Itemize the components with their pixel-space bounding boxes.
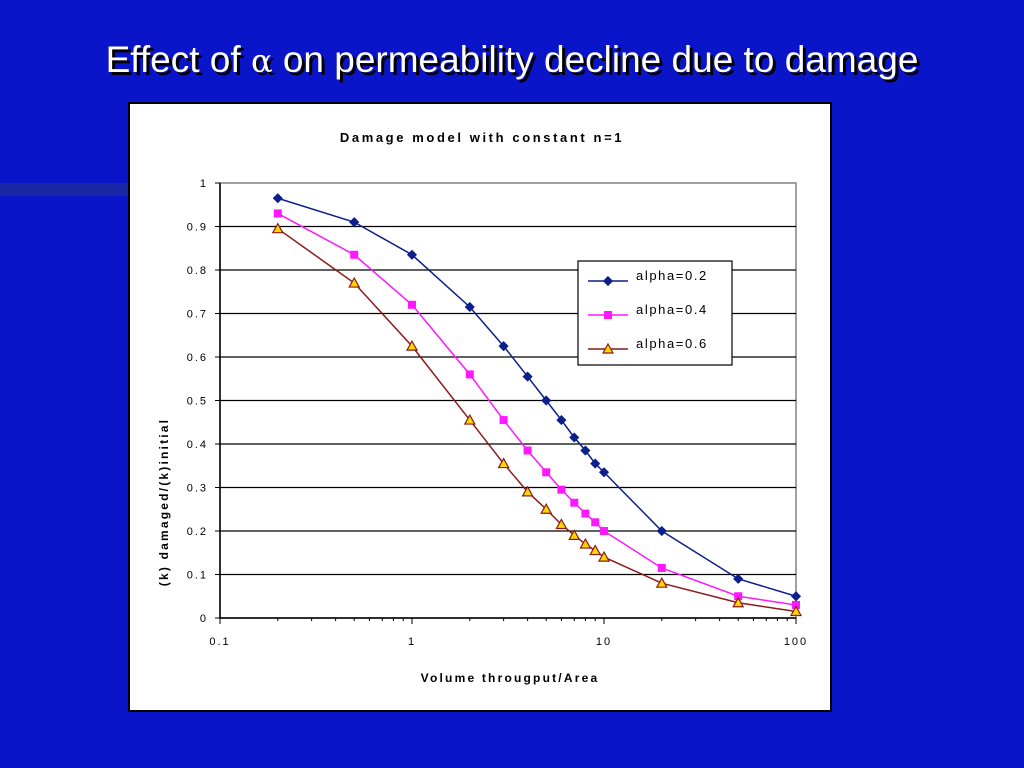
- legend-label: alpha=0.2: [636, 268, 708, 283]
- legend-item: alpha=0.2: [588, 268, 708, 287]
- data-point-triangle: [601, 342, 615, 354]
- y-tick-label: 0: [200, 613, 208, 625]
- data-point-triangle: [568, 529, 581, 540]
- data-point-triangle: [521, 485, 534, 497]
- x-tick-label: 0.1: [209, 636, 230, 648]
- data-point-triangle: [655, 576, 668, 588]
- x-tick-label: 10: [596, 636, 612, 648]
- data-point-diamond: [790, 591, 802, 602]
- y-tick-label: 0.7: [187, 309, 208, 321]
- data-point-triangle: [497, 457, 510, 469]
- data-point-square: [570, 498, 579, 507]
- data-point-square: [591, 518, 600, 527]
- data-point-diamond: [349, 217, 360, 228]
- chart-svg: Damage model with constant n=1 00.10.20.…: [157, 130, 808, 685]
- y-tick-label: 0.6: [187, 352, 208, 364]
- data-point-square: [792, 600, 800, 609]
- data-point-triangle: [540, 503, 553, 514]
- data-point-diamond: [498, 341, 509, 352]
- x-tick-label: 1: [408, 636, 416, 648]
- slide-title: Effect of α on permeability decline due …: [0, 39, 1024, 81]
- data-point-diamond: [569, 432, 580, 443]
- data-point-square: [581, 509, 590, 518]
- data-point-triangle: [555, 518, 568, 530]
- data-point-square: [273, 209, 282, 218]
- legend-label: alpha=0.6: [636, 336, 708, 351]
- data-point-square: [557, 485, 566, 494]
- data-point-triangle: [789, 605, 803, 617]
- data-point-square: [542, 468, 551, 477]
- chart-title: Damage model with constant n=1: [340, 130, 624, 145]
- data-point-square: [657, 563, 666, 572]
- data-point-triangle: [589, 544, 602, 556]
- y-axis-label: (k) damaged/(k)initial: [157, 418, 171, 586]
- data-point-triangle: [348, 276, 361, 288]
- data-point-diamond: [602, 275, 614, 287]
- x-tick-label: 100: [784, 636, 808, 648]
- data-point-square: [499, 416, 508, 425]
- data-point-triangle: [271, 222, 284, 234]
- chart-area: Damage model with constant n=1 0 0.1 0.2 0.…: [128, 102, 832, 712]
- legend: alpha=0.2 alpha=0.4 alpha=0.6: [577, 260, 733, 366]
- data-point-diamond: [406, 249, 418, 260]
- data-point-triangle: [597, 550, 611, 562]
- data-point-diamond: [590, 458, 601, 469]
- series-3: [271, 222, 803, 617]
- legend-label: alpha=0.4: [636, 302, 708, 317]
- y-tick-label: 0.8: [187, 265, 208, 277]
- data-point-diamond: [733, 573, 744, 584]
- series-1: [272, 193, 802, 602]
- legend-item: alpha=0.4: [588, 302, 708, 319]
- series-2: [273, 209, 800, 609]
- axes: 00.10.20.30.40.50.60.70.80.910.1 1 10 100: [187, 178, 808, 648]
- data-point-square: [408, 300, 416, 309]
- decorative-bar: [0, 183, 128, 196]
- data-point-diamond: [598, 467, 610, 478]
- y-tick-label: 0.1: [187, 570, 208, 582]
- data-point-diamond: [656, 525, 667, 537]
- data-point-triangle: [405, 339, 419, 351]
- data-point-triangle: [463, 413, 476, 425]
- data-point-square: [604, 311, 612, 319]
- legend-box: [577, 260, 733, 366]
- alpha-symbol: α: [250, 42, 273, 80]
- y-tick-label: 0.3: [187, 483, 208, 495]
- data-point-square: [465, 370, 474, 379]
- y-tick-label: 0.9: [187, 222, 208, 234]
- y-tick-label: 0.5: [187, 396, 208, 408]
- data-point-diamond: [522, 371, 533, 382]
- data-point-diamond: [580, 445, 591, 456]
- data-point-triangle: [732, 596, 745, 608]
- data-point-triangle: [579, 537, 592, 549]
- x-axis-label: Volume througput/Area: [421, 671, 600, 685]
- data-point-square: [350, 250, 359, 259]
- data-point-diamond: [272, 193, 283, 204]
- data-point-square: [734, 592, 743, 601]
- data-point-diamond: [541, 395, 552, 406]
- slide-title-end: on permeability decline due to damage: [272, 39, 919, 80]
- data-point-diamond: [556, 415, 567, 426]
- y-tick-label: 0.4: [187, 439, 208, 451]
- series-group: [271, 193, 803, 617]
- data-point-square: [523, 446, 532, 455]
- y-tick-label: 1: [200, 178, 208, 190]
- y-tick-label: 0.2: [187, 526, 208, 538]
- data-point-diamond: [464, 301, 475, 313]
- legend-item: alpha=0.6: [588, 336, 708, 354]
- data-point-square: [600, 527, 608, 535]
- slide-title-start: Effect of: [105, 39, 251, 80]
